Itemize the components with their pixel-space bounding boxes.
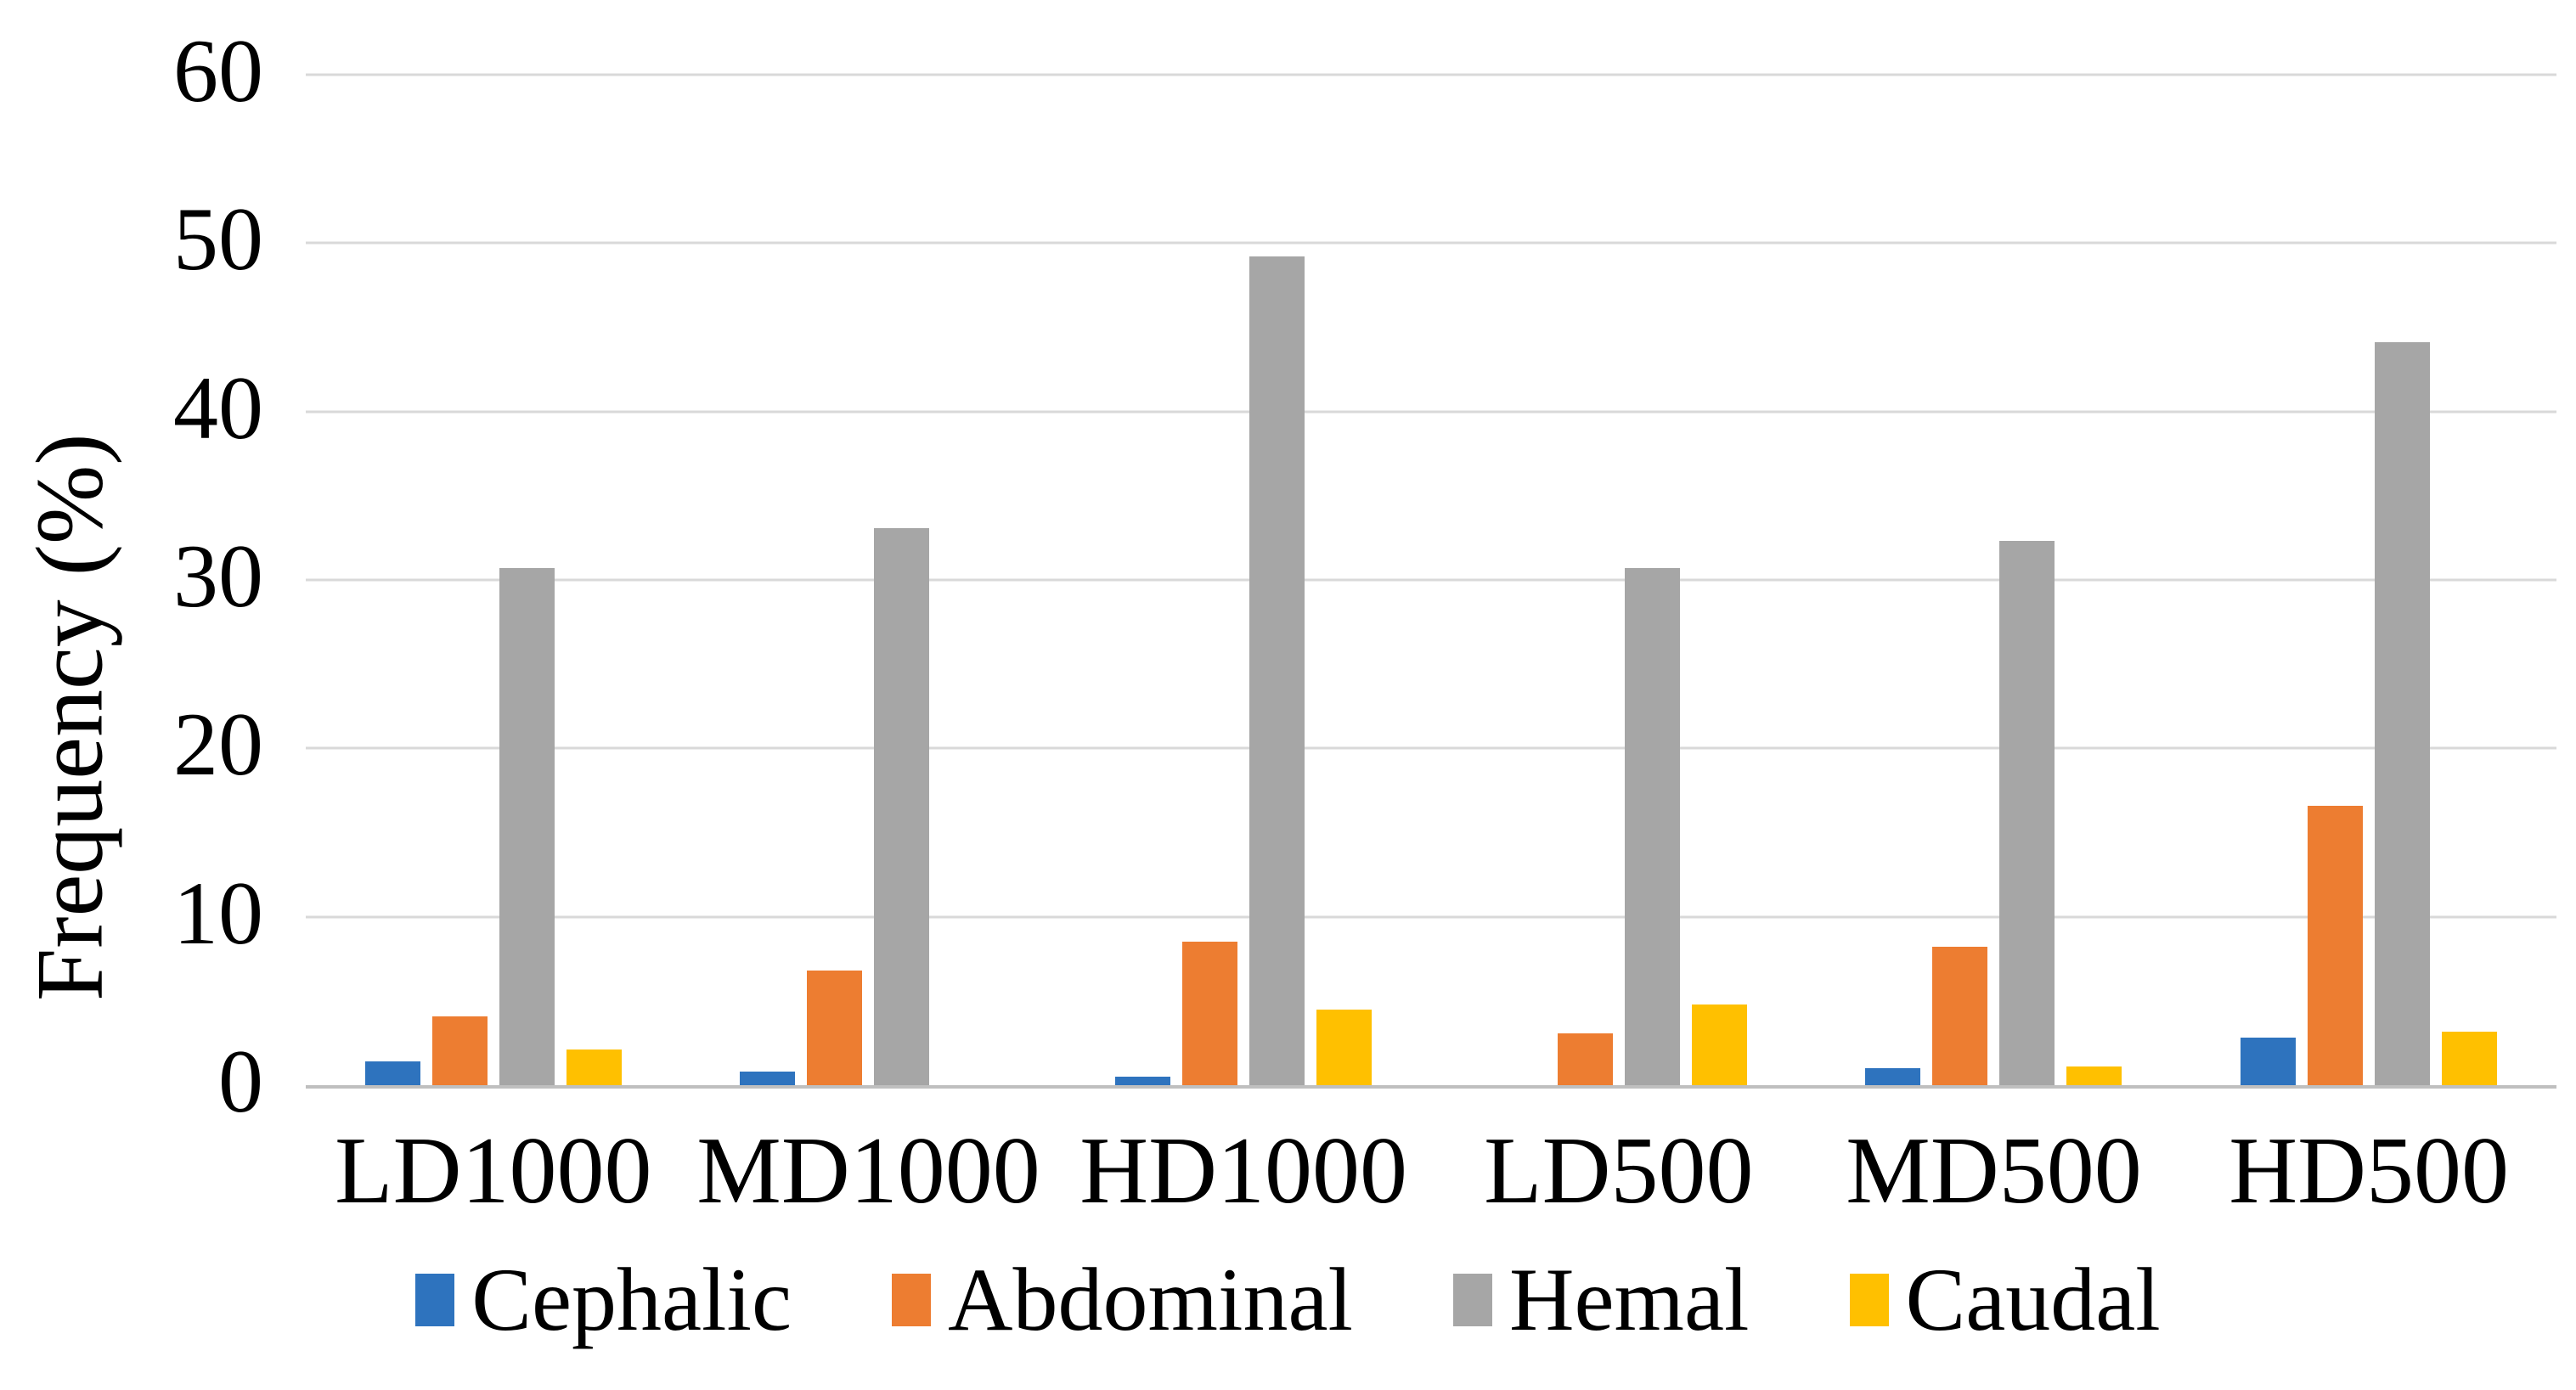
bar-group-md500 [1807,75,2182,1085]
legend: Cephalic Abdominal Hemal Caudal [0,1255,2576,1345]
x-axis-category-labels: LD1000 MD1000 HD1000 LD500 MD500 HD500 [306,1118,2556,1238]
bar-group-hd500 [2181,75,2556,1085]
x-tick-label-ld500: LD500 [1484,1118,1754,1224]
bar-hemal-md500 [1999,541,2055,1085]
x-tick-label-hd500: HD500 [2229,1118,2510,1224]
x-tick-label-hd1000: HD1000 [1079,1118,1408,1224]
x-tick-label-ld1000: LD1000 [335,1118,652,1224]
bar-abdominal-md500 [1932,947,1988,1085]
bar-abdominal-hd500 [2308,805,2364,1085]
bar-cephalic-ld1000 [364,1061,420,1085]
y-tick-label-10: 10 [173,863,263,963]
y-tick-label-60: 60 [173,20,263,121]
legend-label-caudal: Caudal [1905,1250,2161,1349]
bar-group-ld1000 [306,75,681,1085]
bar-caudal-hd500 [2442,1031,2498,1085]
legend-label-cephalic: Cephalic [471,1250,792,1349]
bar-hemal-ld1000 [499,568,555,1085]
gridline-50 [306,241,2556,245]
gridline-20 [306,746,2556,750]
bar-abdominal-hd1000 [1182,942,1238,1085]
legend-item-cephalic: Cephalic [415,1255,792,1345]
gridline-60 [306,73,2556,76]
bar-group-hd1000 [1056,75,1431,1085]
gridline-40 [306,410,2556,414]
y-tick-label-40: 40 [173,357,263,458]
x-tick-label-md1000: MD1000 [696,1118,1040,1224]
bar-cephalic-md500 [1865,1068,1921,1085]
bar-cephalic-md1000 [740,1072,796,1085]
y-tick-label-50: 50 [173,189,263,290]
bar-caudal-hd1000 [1316,1009,1373,1085]
bar-hemal-hd500 [2375,342,2431,1085]
plot-area [306,73,2556,1089]
bar-caudal-ld1000 [566,1050,622,1085]
legend-item-hemal: Hemal [1452,1250,1750,1349]
legend-swatch-caudal [1849,1274,1889,1326]
bar-group-md1000 [681,75,1057,1085]
y-tick-label-20: 20 [173,695,263,795]
y-tick-label-0: 0 [218,1031,263,1131]
legend-swatch-cephalic [415,1274,455,1326]
gridline-30 [306,578,2556,582]
bar-caudal-md500 [2066,1066,2122,1085]
legend-label-hemal: Hemal [1508,1250,1750,1349]
legend-label-abdominal: Abdominal [948,1250,1353,1349]
x-tick-label-md500: MD500 [1846,1118,2142,1224]
legend-swatch-hemal [1452,1274,1492,1326]
bar-cephalic-hd500 [2241,1038,2297,1085]
bar-caudal-ld500 [1691,1004,1747,1085]
bar-group-ld500 [1431,75,1807,1085]
legend-swatch-abdominal [892,1274,931,1326]
bar-hemal-ld500 [1624,568,1680,1085]
bar-abdominal-ld500 [1557,1033,1613,1085]
bar-cephalic-hd1000 [1115,1077,1171,1085]
y-tick-label-30: 30 [173,526,263,626]
gridline-10 [306,915,2556,919]
bar-hemal-md1000 [874,527,930,1085]
legend-item-abdominal: Abdominal [892,1255,1353,1345]
bar-abdominal-ld1000 [431,1016,488,1085]
legend-item-caudal: Caudal [1849,1250,2161,1349]
bar-hemal-hd1000 [1249,256,1305,1085]
bar-abdominal-md1000 [807,971,863,1085]
